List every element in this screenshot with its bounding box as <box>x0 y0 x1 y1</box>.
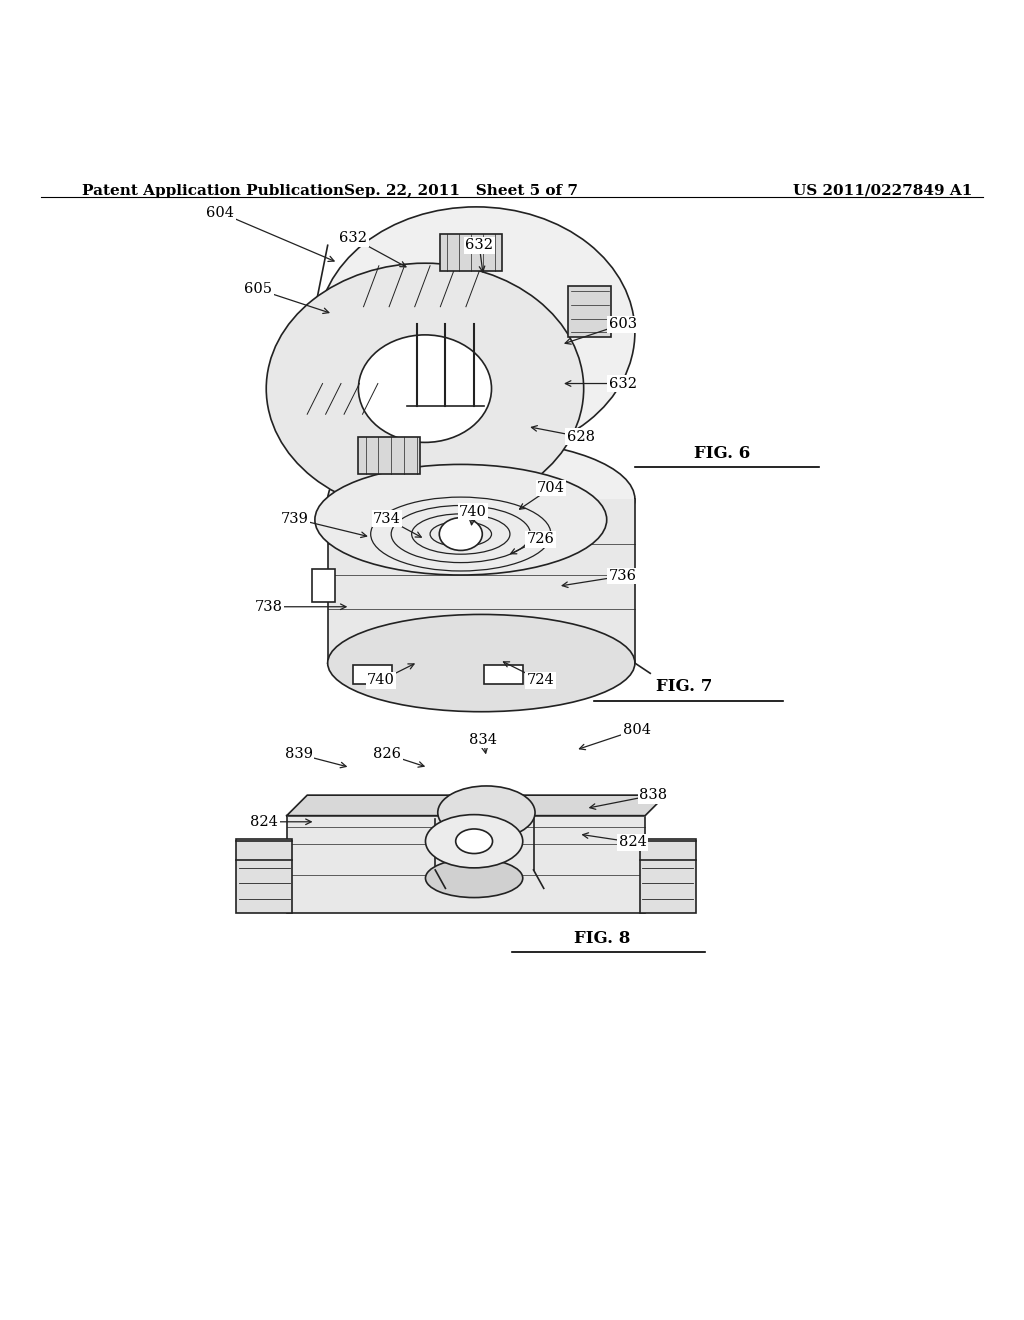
Text: 824: 824 <box>250 814 279 829</box>
FancyBboxPatch shape <box>287 816 645 913</box>
Text: 739: 739 <box>281 512 309 525</box>
Text: 724: 724 <box>526 673 555 688</box>
Text: 605: 605 <box>244 282 272 296</box>
Text: 628: 628 <box>566 430 595 444</box>
Text: 804: 804 <box>623 722 651 737</box>
Text: 740: 740 <box>367 673 395 688</box>
Ellipse shape <box>328 614 635 711</box>
Ellipse shape <box>456 829 493 854</box>
Text: 632: 632 <box>339 231 368 246</box>
FancyBboxPatch shape <box>312 569 335 602</box>
Text: 824: 824 <box>618 836 647 849</box>
Text: 740: 740 <box>459 504 487 519</box>
Text: 838: 838 <box>639 788 668 803</box>
Ellipse shape <box>426 858 523 898</box>
Ellipse shape <box>266 263 584 513</box>
FancyBboxPatch shape <box>353 665 392 684</box>
Text: US 2011/0227849 A1: US 2011/0227849 A1 <box>794 183 973 198</box>
Text: 826: 826 <box>373 747 401 762</box>
Text: 632: 632 <box>465 239 494 252</box>
FancyBboxPatch shape <box>236 840 292 913</box>
Text: Patent Application Publication: Patent Application Publication <box>82 183 344 198</box>
Text: FIG. 6: FIG. 6 <box>694 445 750 462</box>
Polygon shape <box>287 795 666 816</box>
Ellipse shape <box>315 465 606 576</box>
Ellipse shape <box>439 517 482 550</box>
FancyBboxPatch shape <box>640 840 696 913</box>
Ellipse shape <box>328 441 635 558</box>
Ellipse shape <box>438 785 536 840</box>
Text: 734: 734 <box>373 512 401 525</box>
FancyBboxPatch shape <box>484 665 523 684</box>
Ellipse shape <box>317 207 635 458</box>
Text: 726: 726 <box>526 532 555 546</box>
Text: 834: 834 <box>469 733 498 747</box>
Ellipse shape <box>410 279 543 385</box>
Text: FIG. 7: FIG. 7 <box>655 678 713 696</box>
Text: 632: 632 <box>608 376 637 391</box>
FancyBboxPatch shape <box>440 234 502 271</box>
Text: 839: 839 <box>285 747 313 762</box>
Text: 603: 603 <box>608 317 637 331</box>
FancyBboxPatch shape <box>568 286 611 338</box>
Text: 604: 604 <box>206 206 234 219</box>
Text: Sep. 22, 2011   Sheet 5 of 7: Sep. 22, 2011 Sheet 5 of 7 <box>344 183 578 198</box>
FancyBboxPatch shape <box>358 437 420 474</box>
Text: 736: 736 <box>608 569 637 583</box>
Ellipse shape <box>426 814 523 867</box>
FancyBboxPatch shape <box>328 499 635 663</box>
Text: 738: 738 <box>254 599 283 614</box>
Text: FIG. 8: FIG. 8 <box>573 931 631 946</box>
Ellipse shape <box>358 335 492 442</box>
Text: 704: 704 <box>537 480 565 495</box>
